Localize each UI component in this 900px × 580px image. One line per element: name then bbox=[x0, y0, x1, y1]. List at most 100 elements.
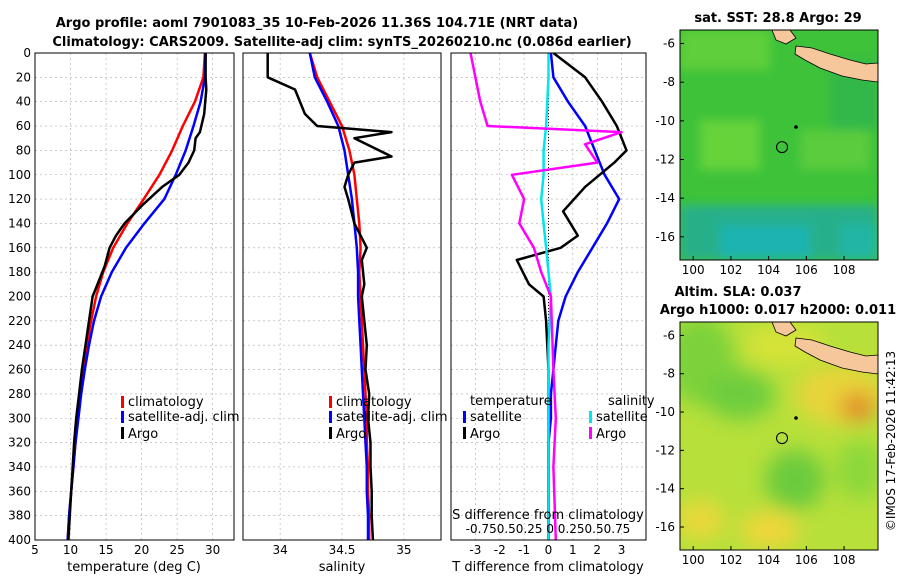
lon-tick-label: 100 bbox=[682, 553, 705, 567]
salinity-xlabel: salinity bbox=[319, 560, 366, 575]
sla-high-patch bbox=[680, 500, 725, 540]
sla-map-panel: Altim. SLA: 0.037 Argo h1000: 0.017 h200… bbox=[655, 285, 896, 567]
sst-heatmap bbox=[680, 30, 878, 260]
java-island bbox=[794, 45, 878, 83]
sla-map-frame bbox=[679, 321, 879, 551]
legend-label-argo: Argo bbox=[128, 427, 158, 442]
series-line-argo bbox=[67, 53, 208, 541]
x-tick-label: 30 bbox=[205, 543, 220, 557]
lat-tick-label: -6 bbox=[663, 37, 675, 51]
y-tick-label: 100 bbox=[8, 168, 31, 182]
sla-heatmap bbox=[680, 322, 878, 550]
series-line-satellite-adj-clim bbox=[308, 52, 370, 540]
x-tick-label: 1 bbox=[569, 543, 577, 557]
lat-tick-label: -8 bbox=[663, 75, 675, 89]
temperature-tick-labels: 5 10 15 20 25 30 bbox=[31, 543, 220, 557]
salinity-axes-frame bbox=[242, 52, 442, 541]
salinity-panel: 34 34.5 35 salinity climatology satellite-… bbox=[242, 52, 448, 575]
sla-map-title-line1: Altim. SLA: 0.037 bbox=[675, 285, 802, 300]
sla-high-patch bbox=[745, 325, 825, 365]
lat-tick-label: -6 bbox=[663, 328, 675, 342]
x-tick-label: 20 bbox=[134, 543, 149, 557]
salinity-legend: climatology satellite-adj. clim Argo bbox=[329, 395, 448, 442]
y-tick-label: 240 bbox=[8, 338, 31, 352]
legend-title-salinity: salinity bbox=[608, 394, 655, 409]
y-tick-label: 400 bbox=[8, 533, 31, 547]
series-line-argo bbox=[266, 53, 393, 541]
christmas-island bbox=[794, 125, 798, 129]
y-tick-label: 380 bbox=[8, 509, 31, 523]
legend-label-satellite-adj: satellite-adj. clim bbox=[336, 410, 448, 425]
sla-peak-patch bbox=[840, 393, 876, 421]
sst-map-tick-labels: 100 102 104 106 108 -6 -8 -10 -12 -14 -16 bbox=[655, 37, 855, 277]
y-tick-label: 200 bbox=[8, 290, 31, 304]
sumatra-coast bbox=[771, 322, 797, 337]
legend-swatch-temperature-argo bbox=[463, 427, 466, 439]
x-tick-label: 35 bbox=[396, 543, 411, 557]
x-tick-label: 34 bbox=[272, 543, 287, 557]
legend-label-temperature-argo: Argo bbox=[470, 427, 500, 442]
sst-warm-patch bbox=[800, 130, 870, 170]
y-tick-label: 280 bbox=[8, 387, 31, 401]
sla-low-patch bbox=[765, 450, 825, 510]
lon-tick-label: 104 bbox=[757, 263, 780, 277]
figure-title-line1: Argo profile: aoml 7901083_35 10-Feb-202… bbox=[56, 16, 578, 31]
x-tick-label: -3 bbox=[469, 543, 481, 557]
y-tick-label: 80 bbox=[16, 143, 31, 157]
legend-label-climatology: climatology bbox=[336, 395, 412, 410]
legend-swatch-temperature-satellite bbox=[463, 411, 466, 423]
lat-tick-label: -16 bbox=[655, 230, 675, 244]
temperature-grid bbox=[34, 53, 234, 540]
lat-tick-label: -10 bbox=[655, 405, 675, 419]
y-tick-label: 120 bbox=[8, 192, 31, 206]
depth-tick-labels: 0 20 40 60 80 100 120 140 160 180 200 220 240 260 280 3… bbox=[8, 46, 31, 547]
legend-swatch-climatology bbox=[121, 396, 124, 408]
y-tick-label: 340 bbox=[8, 460, 31, 474]
sla-low-patch bbox=[835, 440, 878, 500]
s-difference-tick-labels: -0.750.50.25 0 0.250.50.75 bbox=[466, 522, 631, 536]
legend-swatch-salinity-argo bbox=[589, 427, 592, 439]
y-tick-label: 220 bbox=[8, 314, 31, 328]
lon-tick-label: 100 bbox=[682, 263, 705, 277]
y-tick-label: 160 bbox=[8, 241, 31, 255]
lon-tick-label: 104 bbox=[757, 553, 780, 567]
lon-tick-label: 106 bbox=[795, 263, 818, 277]
legend-label-salinity-argo: Argo bbox=[596, 427, 626, 442]
difference-axes-frame bbox=[450, 52, 647, 541]
s-difference-label: S difference from climatology bbox=[452, 508, 644, 523]
temperature-panel: 0 20 40 60 80 100 120 140 160 180 200 220 240 260 280 3… bbox=[8, 46, 240, 575]
lat-tick-label: -8 bbox=[663, 367, 675, 381]
legend-swatch-salinity-satellite bbox=[589, 411, 592, 423]
argo-position-marker bbox=[776, 141, 789, 154]
sla-map-title-line2: Argo h1000: 0.017 h2000: 0.011 bbox=[660, 303, 896, 318]
sst-map-frame bbox=[679, 29, 879, 261]
legend-swatch-argo bbox=[121, 427, 124, 439]
sst-coldest-patch bbox=[720, 225, 810, 260]
legend-label-salinity-satellite: satellite bbox=[596, 410, 648, 425]
series-line-temperature-argo bbox=[515, 52, 628, 540]
legend-label-climatology: climatology bbox=[128, 395, 204, 410]
series-line-salinity-satellite bbox=[539, 53, 553, 540]
figure-title-line2: Climatology: CARS2009. Satellite-adj cli… bbox=[52, 35, 631, 50]
series-line-salinity-argo bbox=[469, 52, 623, 541]
java-island bbox=[794, 337, 878, 375]
x-tick-label: 10 bbox=[63, 543, 78, 557]
x-tick-label: 2 bbox=[593, 543, 601, 557]
x-tick-label: 5 bbox=[31, 543, 39, 557]
x-tick-label: -2 bbox=[494, 543, 506, 557]
legend-label-temperature-satellite: satellite bbox=[470, 410, 522, 425]
lat-tick-label: -12 bbox=[655, 443, 675, 457]
christmas-island bbox=[794, 416, 798, 420]
lat-tick-label: -12 bbox=[655, 152, 675, 166]
y-tick-label: 360 bbox=[8, 484, 31, 498]
legend-title-temperature: temperature bbox=[470, 394, 552, 409]
y-tick-label: 0 bbox=[23, 46, 31, 60]
sst-cold-patch bbox=[840, 225, 878, 260]
lon-tick-label: 106 bbox=[795, 553, 818, 567]
sumatra-coast bbox=[771, 30, 797, 45]
difference-series bbox=[469, 52, 628, 541]
salinity-grid bbox=[243, 53, 441, 540]
x-tick-label: 15 bbox=[98, 543, 113, 557]
lat-tick-label: -10 bbox=[655, 114, 675, 128]
